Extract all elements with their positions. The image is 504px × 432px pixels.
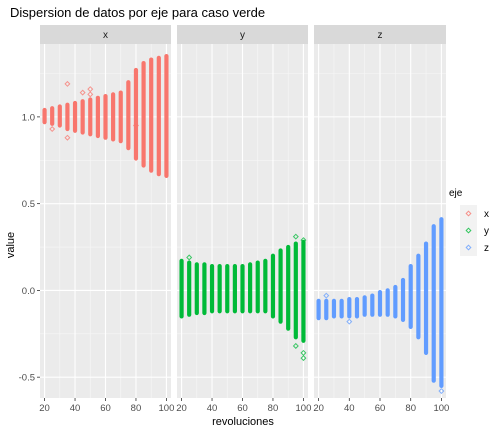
x-tick-label: 80	[405, 403, 416, 414]
x-tick-label: 40	[344, 403, 355, 414]
y-tick-label: 0.5	[22, 199, 35, 210]
x-tick-label: 20	[176, 403, 187, 414]
series-z	[316, 217, 445, 395]
legend-symbol	[465, 244, 472, 251]
series-x	[42, 54, 169, 178]
x-tick-label: 40	[207, 403, 218, 414]
outlier-point	[49, 126, 56, 133]
legend-key	[460, 205, 477, 222]
outlier-point	[186, 254, 193, 261]
x-axis-title: revoluciones	[212, 416, 274, 428]
outlier-point	[64, 80, 71, 87]
legend-label-z: z	[484, 243, 489, 254]
outlier-point	[300, 355, 307, 362]
x-tick-label: 100	[433, 403, 449, 414]
legend-title: eje	[449, 188, 463, 199]
outlier-point	[292, 342, 299, 349]
chart-title: Dispersion de datos por eje para caso ve…	[10, 5, 265, 20]
y-axis-title: value	[5, 232, 17, 258]
series-y	[179, 233, 307, 362]
legend-symbol	[465, 210, 472, 217]
x-tick-label: 40	[70, 403, 81, 414]
y-tick-label: 1.0	[22, 112, 35, 123]
outlier-point	[300, 237, 307, 244]
facet-strip-label: y	[240, 30, 245, 41]
x-tick-label: 100	[296, 403, 312, 414]
outlier-point	[79, 89, 86, 96]
facet-strip-label: x	[103, 30, 108, 41]
outlier-point	[87, 91, 94, 98]
x-tick-label: 20	[39, 403, 50, 414]
outlier-point	[64, 134, 71, 141]
legend-label-x: x	[484, 209, 489, 220]
legend-label-y: y	[484, 226, 489, 237]
facet-panels: x 20 40 60 80 100 y 20 40 60 80 100 z 20 40 60 80 100	[39, 25, 449, 414]
outlier-point	[346, 318, 353, 325]
facet-panel-y: y 20 40 60 80 100	[176, 25, 311, 414]
outlier-point	[292, 233, 299, 240]
y-axis: -0.5 0.0 0.5 1.0	[19, 112, 40, 384]
outlier-point	[323, 292, 330, 299]
facet-strip	[40, 25, 171, 44]
y-tick-label: 0.0	[22, 286, 35, 297]
facet-strip-label: z	[378, 30, 383, 41]
x-tick-label: 20	[313, 403, 324, 414]
legend: eje xyz	[449, 188, 489, 256]
legend-key	[460, 222, 477, 239]
x-tick-label: 80	[268, 403, 279, 414]
facet-panel-x: x 20 40 60 80 100	[39, 25, 174, 414]
x-tick-label: 60	[375, 403, 386, 414]
x-tick-label: 60	[100, 403, 111, 414]
legend-key	[460, 239, 477, 256]
facet-strip	[314, 25, 446, 44]
x-tick-label: 100	[159, 403, 175, 414]
outlier-point	[132, 122, 139, 129]
facet-panel-z: z 20 40 60 80 100	[313, 25, 449, 414]
x-tick-label: 60	[237, 403, 248, 414]
y-tick-label: -0.5	[19, 373, 35, 384]
outlier-point	[438, 388, 445, 395]
x-tick-label: 80	[131, 403, 142, 414]
legend-symbol	[465, 227, 472, 234]
facet-strip	[177, 25, 308, 44]
